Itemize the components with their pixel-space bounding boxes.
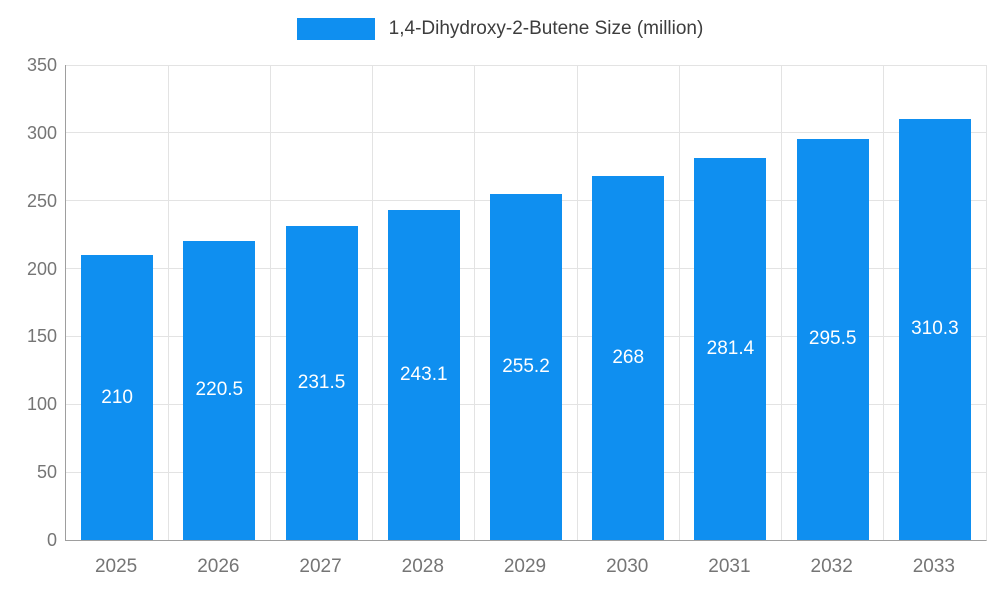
bar-value-label: 310.3 bbox=[911, 318, 959, 340]
x-tick-label: 2033 bbox=[912, 556, 956, 577]
x-tick-label: 2030 bbox=[606, 556, 649, 577]
bar bbox=[183, 240, 256, 540]
v-gridline bbox=[883, 65, 885, 540]
y-tick-label: 250 bbox=[26, 190, 57, 211]
bar-value-label: 268 bbox=[612, 347, 645, 369]
x-tick-label: 2027 bbox=[299, 556, 342, 577]
bar bbox=[387, 210, 460, 540]
bar-value-label: 295.5 bbox=[808, 328, 857, 350]
bar bbox=[898, 118, 971, 540]
x-tick-label: 2025 bbox=[94, 556, 138, 577]
bar-value-label: 210 bbox=[101, 386, 133, 408]
x-tick-label: 2026 bbox=[197, 556, 240, 577]
legend-swatch bbox=[296, 18, 375, 40]
plot-area: 210 220.5 231.5 243.1 255.2 268 281.4 295.5 310.… bbox=[65, 64, 987, 541]
v-gridline bbox=[474, 65, 476, 540]
bar-value-label: 255.2 bbox=[502, 355, 550, 377]
y-tick-label: 50 bbox=[36, 462, 57, 483]
v-gridline bbox=[576, 65, 578, 540]
h-gridline bbox=[66, 132, 986, 134]
bar bbox=[592, 176, 665, 540]
bar bbox=[796, 138, 869, 540]
bar-value-label: 220.5 bbox=[195, 379, 244, 401]
chart-legend: 1,4-Dihydroxy-2-Butene Size (million) bbox=[0, 18, 1000, 40]
bar bbox=[285, 225, 358, 540]
v-gridline bbox=[372, 65, 374, 540]
bar bbox=[490, 193, 562, 540]
v-gridline bbox=[167, 65, 169, 540]
v-gridline bbox=[269, 65, 271, 540]
legend-label: 1,4-Dihydroxy-2-Butene Size (million) bbox=[388, 18, 704, 39]
y-tick-label: 300 bbox=[26, 122, 57, 143]
y-tick-label: 100 bbox=[26, 394, 57, 415]
h-gridline bbox=[66, 64, 986, 66]
x-tick-label: 2032 bbox=[810, 556, 853, 577]
v-gridline bbox=[678, 65, 680, 540]
bar bbox=[81, 255, 154, 540]
y-tick-label: 0 bbox=[46, 530, 57, 550]
x-tick-label: 2031 bbox=[708, 556, 751, 577]
y-tick-label: 350 bbox=[26, 55, 57, 75]
bar-value-label: 281.4 bbox=[706, 338, 755, 360]
bar-value-label: 231.5 bbox=[297, 371, 346, 393]
bar bbox=[694, 158, 767, 540]
bar-value-label: 243.1 bbox=[399, 364, 448, 386]
y-tick-label: 150 bbox=[26, 326, 57, 347]
y-tick-label: 200 bbox=[26, 258, 57, 279]
x-tick-label: 2029 bbox=[503, 556, 547, 577]
x-tick-label: 2028 bbox=[401, 556, 444, 577]
v-gridline bbox=[781, 65, 783, 540]
